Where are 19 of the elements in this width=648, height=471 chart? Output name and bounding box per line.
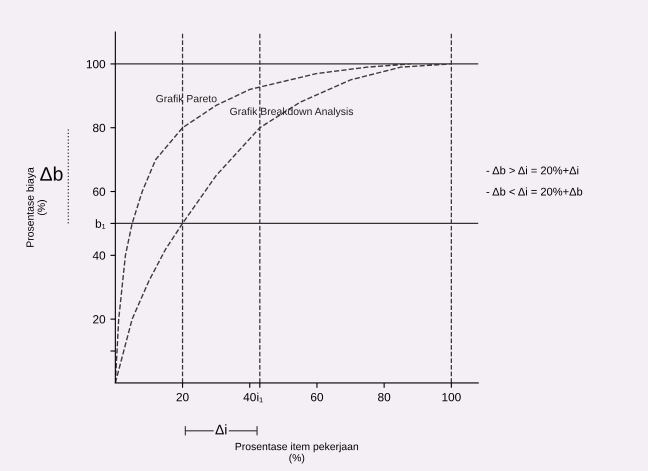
x-tick-label: 40 xyxy=(243,392,256,402)
text: Δb xyxy=(40,166,63,181)
x-axis-title: Prosentase item pekerjaan (%) xyxy=(236,442,358,464)
series-label: Grafik Breakdown Analysis xyxy=(230,107,354,118)
y-tick-label: b₁ xyxy=(96,219,106,229)
text: Δi xyxy=(215,424,226,434)
x-tick-label: 20 xyxy=(176,392,189,402)
y-tick-label: 20 xyxy=(93,315,106,324)
text: - Δb < Δi = 20%+Δb xyxy=(486,187,582,196)
y-tick-label: 100 xyxy=(86,60,106,68)
y-tick-label: 80 xyxy=(93,124,106,132)
series-label: Grafik Pareto xyxy=(156,94,217,102)
x-tick-label: 100 xyxy=(442,392,461,402)
x-tick-label: 80 xyxy=(378,392,390,402)
x-tick-label: 60 xyxy=(310,392,324,402)
text: - Δb > Δi = 20%+Δi xyxy=(486,166,578,174)
x-tick-label: i₁ xyxy=(257,392,263,402)
y-tick-label: 60 xyxy=(93,188,106,196)
y-tick-label: 40 xyxy=(92,251,106,260)
